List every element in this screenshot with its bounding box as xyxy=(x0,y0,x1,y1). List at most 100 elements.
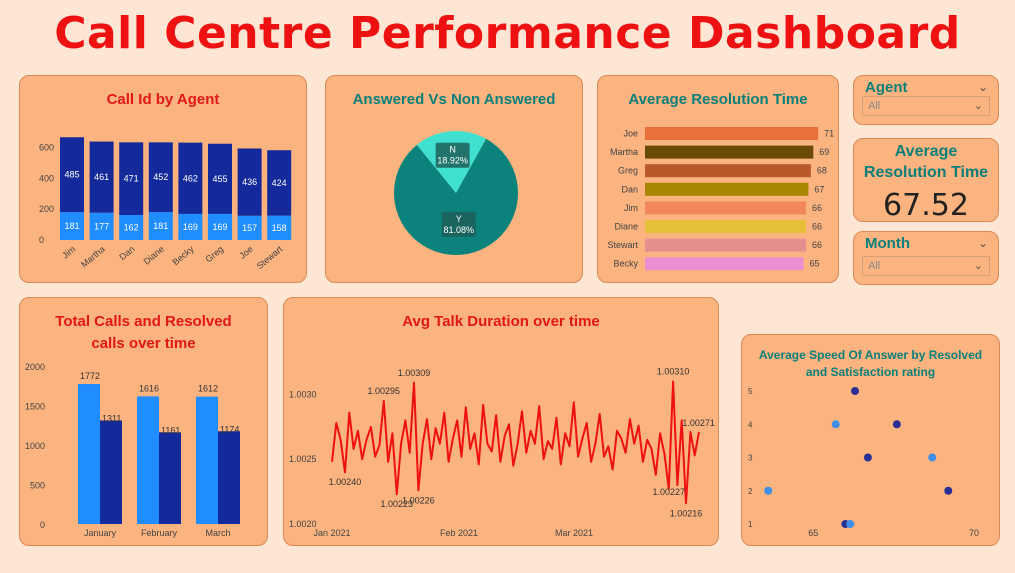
data-label: 1.00309 xyxy=(398,368,431,378)
bar xyxy=(100,420,122,524)
bar xyxy=(645,127,819,140)
data-label: 1.00226 xyxy=(402,495,435,505)
scatter-point xyxy=(846,520,855,528)
chart-title: Call Id by Agent xyxy=(106,91,220,108)
chart-title: Avg Talk Duration over time xyxy=(402,313,600,330)
chart-title-line1: Total Calls and Resolved xyxy=(55,313,232,330)
chart-title: Average Resolution Time xyxy=(628,91,808,108)
month-dropdown-value: All xyxy=(868,260,881,272)
y-tick-label: 1500 xyxy=(25,402,45,412)
y-category-label: Becky xyxy=(613,259,638,269)
x-tick-label: February xyxy=(141,528,178,538)
chevron-down-icon: ⌄ xyxy=(973,100,983,112)
y-tick-label: 2 xyxy=(748,487,753,496)
data-label: 485 xyxy=(64,170,79,180)
x-tick-label: Becky xyxy=(170,244,196,268)
y-tick-label: 1.0020 xyxy=(289,519,317,529)
card-speed-of-answer: Average Speed Of Answer by Resolved and … xyxy=(741,334,1000,546)
data-label: 181 xyxy=(64,221,79,231)
data-label: 67 xyxy=(814,184,824,194)
series-line xyxy=(331,380,700,505)
scatter-point xyxy=(851,387,860,395)
data-label: 1612 xyxy=(198,384,218,394)
y-tick-label: 600 xyxy=(39,142,54,152)
y-tick-label: 4 xyxy=(748,420,753,429)
data-label: 424 xyxy=(272,178,287,188)
bar-top xyxy=(60,137,84,213)
month-slicer[interactable]: Month ⌄ All ⌄ xyxy=(853,231,999,285)
y-tick-label: 1.0030 xyxy=(289,389,317,399)
bar-bottom xyxy=(267,215,292,240)
y-tick-label: 5 xyxy=(748,387,753,396)
bar-top xyxy=(208,143,232,214)
data-label: 177 xyxy=(94,221,109,231)
scatter-point xyxy=(831,420,840,429)
call-id-by-agent-chart: 0 200 400 600 181 485 Jim 177 461 Martha 162 471 Dan… xyxy=(39,137,292,271)
answered-pie-chart: Y81.08% N18.92% xyxy=(394,131,518,255)
card-avg-talk-duration: Avg Talk Duration over time 1.0020 1.0025… xyxy=(283,297,719,546)
y-tick-label: 1 xyxy=(748,520,753,529)
x-tick-label: Joe xyxy=(237,244,255,261)
bar xyxy=(645,182,809,196)
bar xyxy=(645,145,814,159)
month-slicer-label: Month xyxy=(865,235,910,252)
kpi-title-line1: Average xyxy=(894,143,958,160)
data-label: 1.00240 xyxy=(329,477,362,487)
scatter-point xyxy=(863,453,872,462)
data-label: 1772 xyxy=(80,371,100,381)
x-tick-label: March xyxy=(205,528,230,538)
x-tick-label: Diane xyxy=(142,244,166,267)
bar xyxy=(196,396,218,524)
card-call-id-by-agent: Call Id by Agent 0 200 400 600 181 485 Jim 177 4… xyxy=(19,75,307,283)
data-label: 1.00295 xyxy=(368,386,401,396)
scatter-point xyxy=(944,486,953,495)
data-label: 1.00227 xyxy=(653,487,686,497)
card-avg-resolution-time: Average Resolution Time Joe 71 Martha 69 Gre… xyxy=(597,75,839,283)
chevron-down-icon: ⌄ xyxy=(973,260,983,272)
chart-title-line2: and Satisfaction rating xyxy=(805,365,936,379)
bar-top xyxy=(119,142,144,216)
pie-value-label: 81.08% xyxy=(443,225,474,235)
agent-slicer[interactable]: Agent ⌄ All ⌄ xyxy=(853,75,999,125)
data-label: 1.00223 xyxy=(380,499,413,509)
data-label: 1.00271 xyxy=(682,418,715,428)
bar xyxy=(645,220,806,233)
data-label: 1311 xyxy=(102,413,121,423)
bar-top xyxy=(237,148,262,216)
data-label: 1174 xyxy=(220,424,239,434)
x-tick-label: 65 xyxy=(808,528,818,538)
data-label: 436 xyxy=(242,177,257,187)
data-label: 452 xyxy=(153,172,168,182)
scatter-point xyxy=(892,420,901,429)
x-tick-label: Jan 2021 xyxy=(313,528,350,538)
data-label: 157 xyxy=(242,223,257,233)
x-tick-label: Greg xyxy=(204,244,226,265)
y-category-label: Stewart xyxy=(607,240,638,250)
scatter-point xyxy=(764,486,773,495)
x-tick-label: Martha xyxy=(79,244,107,270)
card-total-vs-resolved: Total Calls and Resolved calls over time… xyxy=(19,297,268,546)
y-tick-label: 200 xyxy=(39,204,54,214)
chevron-down-icon[interactable]: ⌄ xyxy=(977,80,988,94)
kpi-value: 67.52 xyxy=(883,188,969,223)
chart-title-line2: calls over time xyxy=(91,335,196,352)
x-tick-label: Feb 2021 xyxy=(440,528,478,538)
y-category-label: Diane xyxy=(614,222,638,232)
bar xyxy=(645,164,811,178)
month-dropdown[interactable]: All ⌄ xyxy=(862,256,990,276)
pie-value-label: 18.92% xyxy=(437,156,468,166)
y-tick-label: 1000 xyxy=(25,441,45,451)
chart-title: Answered Vs Non Answered xyxy=(352,91,556,108)
bar-top xyxy=(89,141,114,213)
y-tick-label: 0 xyxy=(39,235,44,245)
data-label: 71 xyxy=(824,129,834,139)
pie-label: N xyxy=(449,145,456,155)
bar-top xyxy=(148,142,173,213)
y-tick-label: 400 xyxy=(39,173,54,183)
agent-dropdown[interactable]: All ⌄ xyxy=(862,96,990,116)
data-label: 1.00216 xyxy=(670,508,703,518)
bar xyxy=(159,432,181,524)
y-category-label: Greg xyxy=(618,166,638,176)
avg-resolution-time-chart: Joe 71 Martha 69 Greg 68 Dan 67 Jim 66 Diane 66 Stew… xyxy=(607,127,834,271)
chevron-down-icon[interactable]: ⌄ xyxy=(977,236,988,250)
